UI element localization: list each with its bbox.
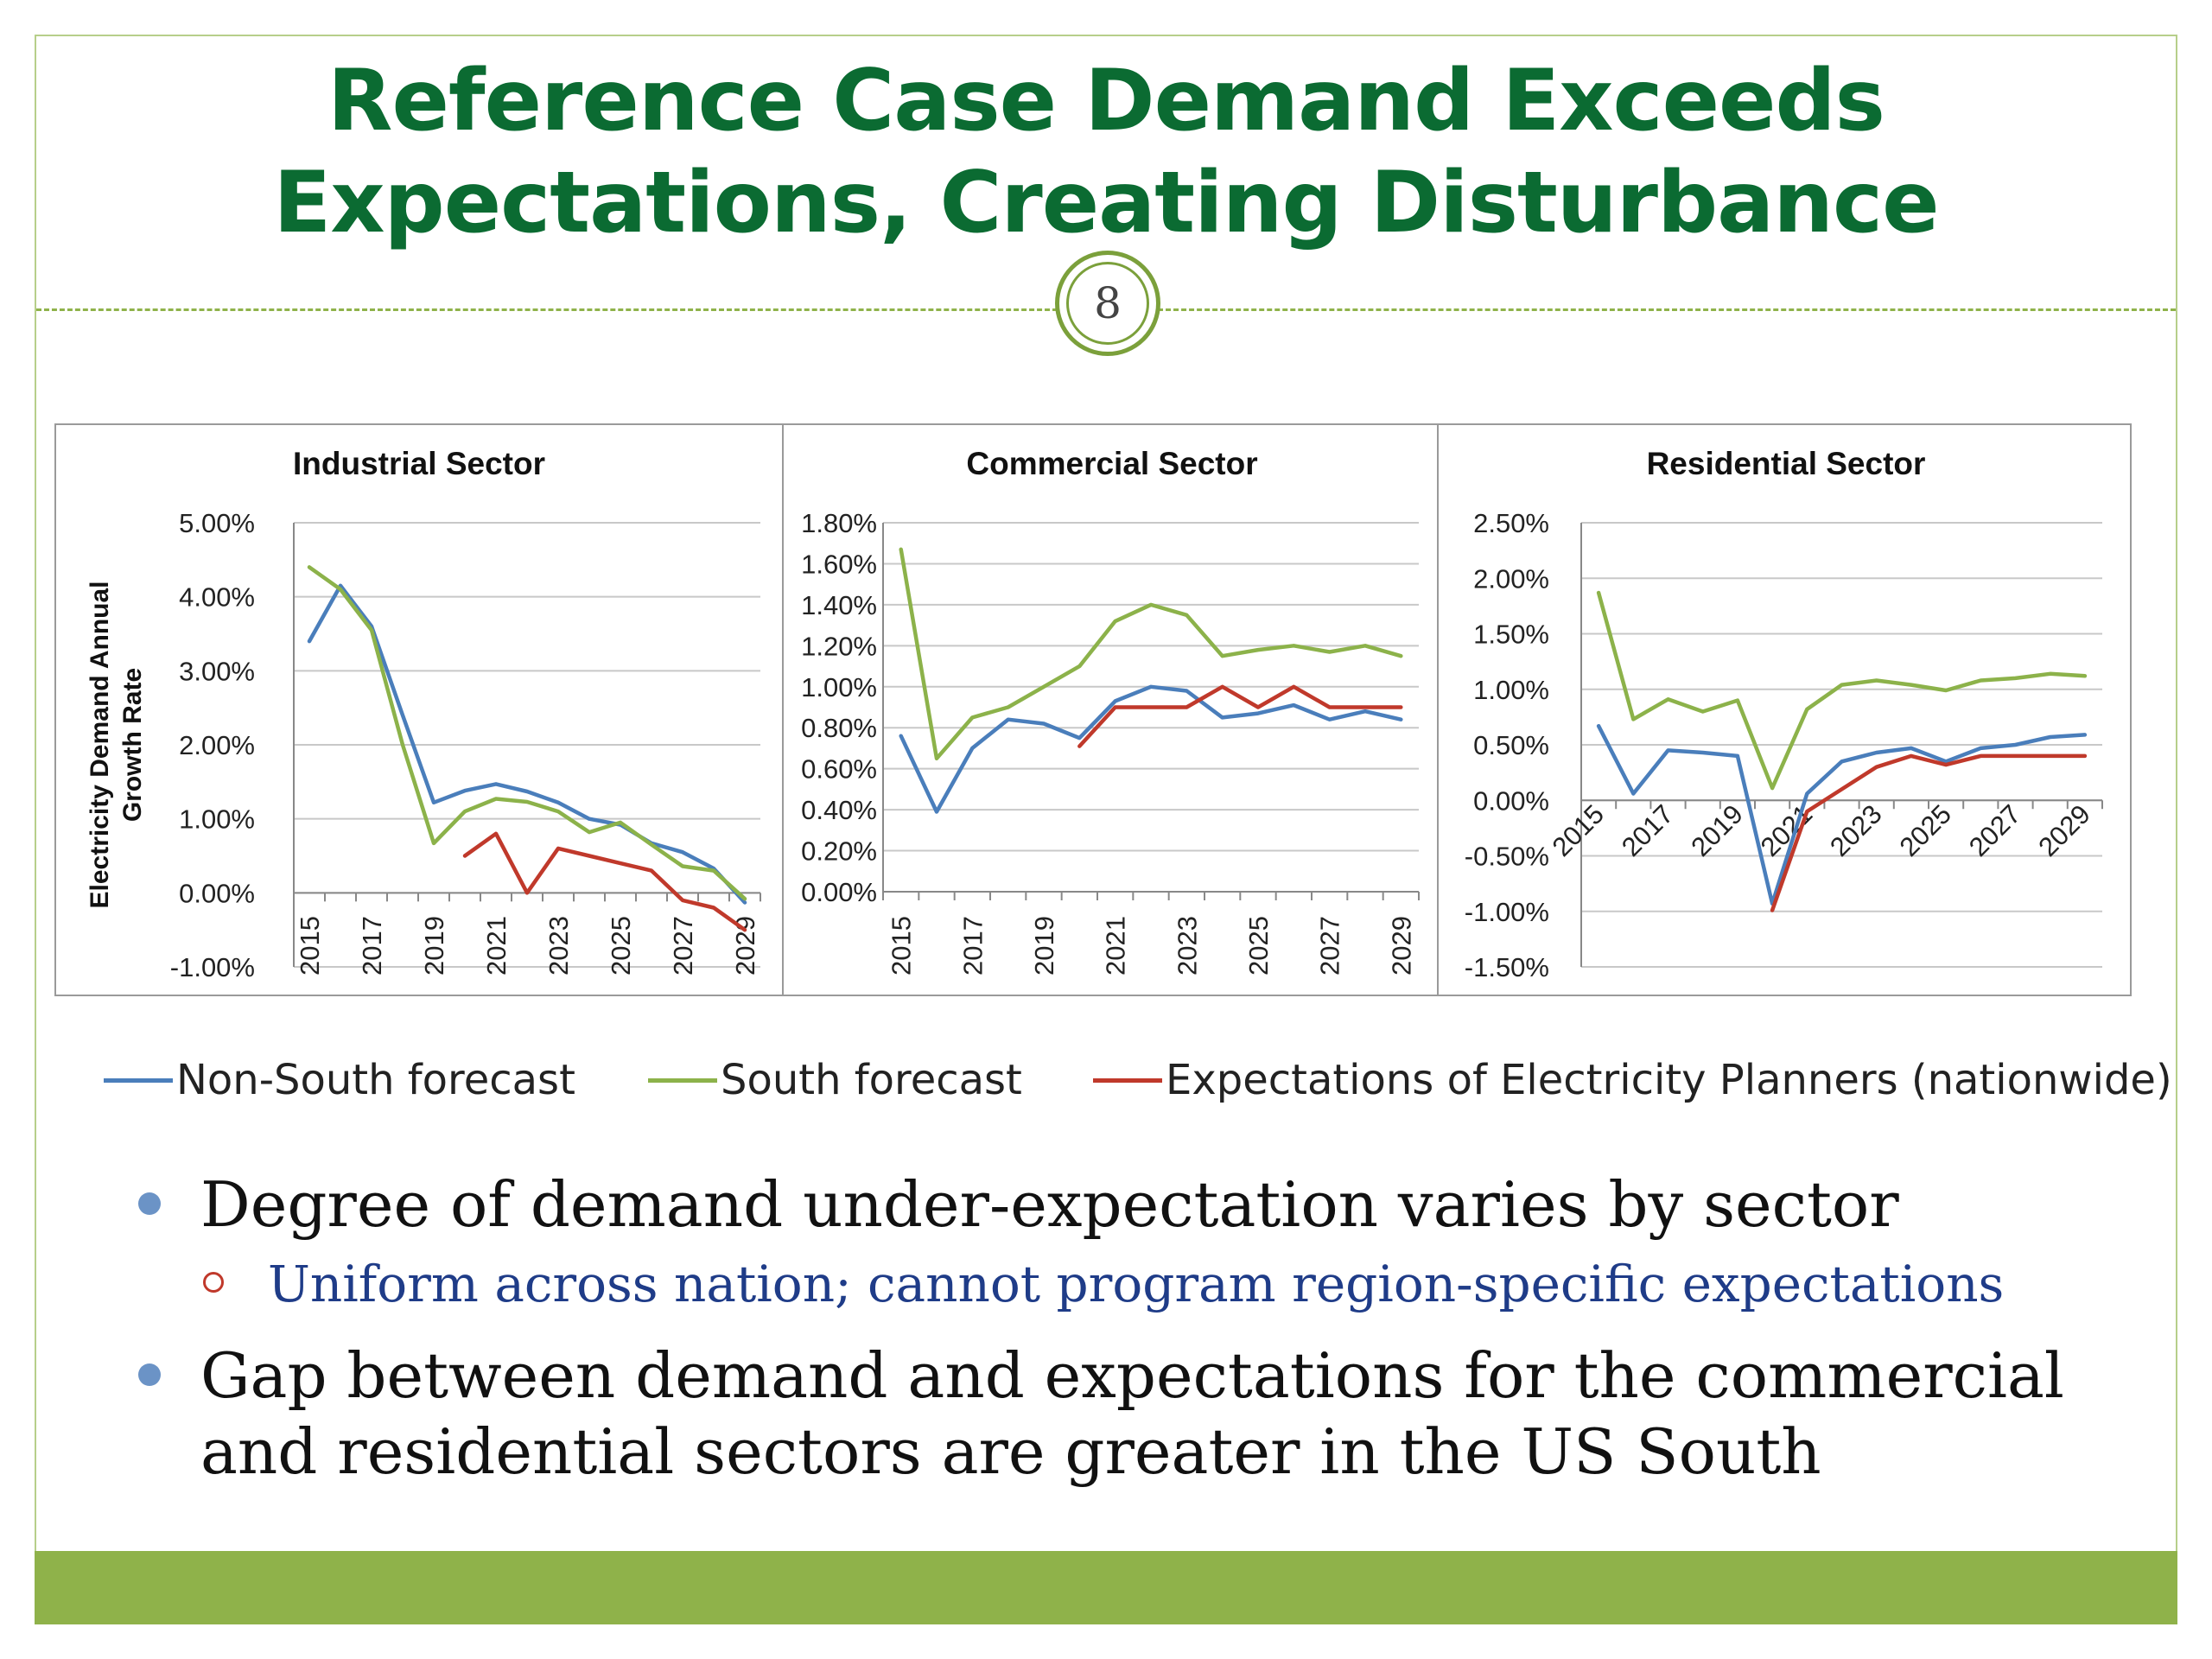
residential-series-planners-line xyxy=(1770,753,2088,912)
y-tick-label: 0.40% xyxy=(801,795,877,825)
residential-series-non-south-line xyxy=(1596,723,2088,906)
x-tick-label: 2023 xyxy=(1172,916,1202,976)
chart-panel-industrial: Industrial Sector -1.00% 0.00% 1.00% 2.00% 3.… xyxy=(54,423,785,996)
y-tick-label: 0.60% xyxy=(801,754,877,785)
x-tick-label: 2029 xyxy=(730,916,760,976)
x-tick-label: 2025 xyxy=(1894,798,1958,862)
legend-swatch-planners xyxy=(1093,1077,1162,1083)
chart-legend: Non-South forecast South forecast Expect… xyxy=(104,1056,2172,1116)
legend-item-south: South forecast xyxy=(648,1056,1022,1104)
bullet-dot-icon xyxy=(138,1192,161,1215)
commercial-series-non-south-line xyxy=(899,684,1403,814)
y-tick-label: 0.20% xyxy=(801,836,877,867)
x-tick-label: 2015 xyxy=(887,916,917,976)
footer-bar xyxy=(35,1551,2177,1624)
industrial-sector-chart: Industrial Sector -1.00% 0.00% 1.00% 2.00% 3.… xyxy=(86,446,761,982)
x-tick-label: 2015 xyxy=(295,916,325,976)
y-tick-label: 1.50% xyxy=(1473,620,1549,650)
y-tick-label: 0.50% xyxy=(1473,730,1549,760)
industrial-series-planners-line xyxy=(462,831,747,932)
y-tick-label: 3.00% xyxy=(179,656,255,686)
y-tick-label: 1.00% xyxy=(179,804,255,835)
commercial-series-planners-line xyxy=(1077,684,1403,748)
legend-swatch-south xyxy=(648,1077,717,1083)
x-tick-label: 2019 xyxy=(1685,798,1749,862)
industrial-series-non-south-line xyxy=(307,583,747,905)
y-tick-label: 0.00% xyxy=(801,877,877,907)
residential-sector-chart: Residential Sector -1.50% -1.00% -0.50% 0.00… xyxy=(1465,446,2103,982)
y-tick-label: 4.00% xyxy=(179,582,255,613)
y-tick-label: 2.50% xyxy=(1473,508,1549,538)
x-tick-label: 2019 xyxy=(419,916,449,976)
y-tick-label: 1.20% xyxy=(801,631,877,661)
y-tick-label: 1.40% xyxy=(801,590,877,620)
y-tick-label: 1.80% xyxy=(801,508,877,538)
chart-title: Industrial Sector xyxy=(293,446,545,481)
slide-title-line-2: Expectations, Creating Disturbance xyxy=(273,154,1939,252)
x-tick-label: 2017 xyxy=(357,916,387,976)
x-tick-label: 2015 xyxy=(1547,798,1611,862)
x-tick-label: 2023 xyxy=(543,916,574,976)
chart-title: Residential Sector xyxy=(1647,446,1926,481)
page-number-badge: 8 xyxy=(1055,251,1160,356)
x-tick-label: 2027 xyxy=(1315,916,1345,976)
y-tick-label: 0.80% xyxy=(801,713,877,743)
legend-swatch-non-south xyxy=(104,1077,173,1083)
y-axis-title-line: Growth Rate xyxy=(118,668,147,822)
legend-label-planners: Expectations of Electricity Planners (na… xyxy=(1166,1056,2172,1104)
x-tick-label: 2019 xyxy=(1029,916,1059,976)
bullet-item: Degree of demand under-expectation varie… xyxy=(138,1166,2126,1243)
chart-title: Commercial Sector xyxy=(966,446,1257,481)
chart-panel-commercial: Commercial Sector 0.00% 0.20% 0.40% 0.60% 0.8… xyxy=(782,423,1440,996)
legend-label-non-south: Non-South forecast xyxy=(176,1056,575,1104)
y-tick-label: 0.00% xyxy=(179,878,255,908)
bullet-list: Degree of demand under-expectation varie… xyxy=(138,1166,2126,1497)
x-tick-label: 2017 xyxy=(957,916,988,976)
title-divider-right xyxy=(1158,308,2176,311)
y-tick-label: 1.60% xyxy=(801,549,877,579)
y-tick-label: -1.00% xyxy=(1465,897,1549,927)
legend-label-south: South forecast xyxy=(721,1056,1022,1104)
x-tick-label: 2029 xyxy=(2032,798,2096,862)
y-axis-title: Electricity Demand Annual Growth Rate xyxy=(86,582,147,909)
y-tick-label: 5.00% xyxy=(179,508,255,538)
y-tick-label: 2.00% xyxy=(179,730,255,760)
sub-bullet-ring-icon xyxy=(203,1272,224,1293)
legend-item-planners: Expectations of Electricity Planners (na… xyxy=(1093,1056,2172,1104)
y-axis-title-line: Electricity Demand Annual xyxy=(86,582,114,909)
bullet-item: Gap between demand and expectations for … xyxy=(138,1338,2126,1490)
legend-item-non-south: Non-South forecast xyxy=(104,1056,575,1104)
x-tick-label: 2025 xyxy=(1243,916,1274,976)
x-tick-label: 2017 xyxy=(1616,798,1680,862)
bullet-text: Gap between demand and expectations for … xyxy=(200,1339,2064,1488)
sub-bullet-text: Uniform across nation; cannot program re… xyxy=(268,1255,2005,1313)
y-tick-label: 0.00% xyxy=(1473,785,1549,816)
chart-panel-residential: Residential Sector -1.50% -1.00% -0.50% 0.00… xyxy=(1437,423,2132,996)
x-tick-label: 2027 xyxy=(1963,798,2027,862)
y-tick-label: -1.50% xyxy=(1465,952,1549,982)
y-tick-label: 1.00% xyxy=(801,672,877,702)
slide-title: Reference Case Demand Exceeds Expectatio… xyxy=(0,50,2212,254)
sub-bullet-item: Uniform across nation; cannot program re… xyxy=(138,1249,2126,1319)
industrial-series-south-line xyxy=(307,565,747,901)
x-tick-label: 2027 xyxy=(668,916,698,976)
slide-title-line-1: Reference Case Demand Exceeds xyxy=(327,52,1885,150)
y-tick-label: -1.00% xyxy=(170,952,255,982)
title-divider-left xyxy=(36,308,1058,311)
commercial-sector-chart: Commercial Sector 0.00% 0.20% 0.40% 0.60% 0.8… xyxy=(801,446,1420,976)
x-tick-label: 2023 xyxy=(1824,798,1888,862)
commercial-series-south-line xyxy=(899,547,1403,761)
page-number: 8 xyxy=(1066,262,1149,345)
residential-series-south-line xyxy=(1596,590,2088,791)
x-tick-label: 2029 xyxy=(1386,916,1416,976)
x-tick-label: 2021 xyxy=(1101,916,1131,976)
x-tick-label: 2025 xyxy=(606,916,636,976)
y-tick-label: -0.50% xyxy=(1465,842,1549,872)
bullet-text: Degree of demand under-expectation varie… xyxy=(200,1168,1899,1241)
y-tick-label: 2.00% xyxy=(1473,563,1549,594)
y-tick-label: 1.00% xyxy=(1473,675,1549,705)
x-tick-label: 2021 xyxy=(481,916,512,976)
bullet-dot-icon xyxy=(138,1363,161,1386)
